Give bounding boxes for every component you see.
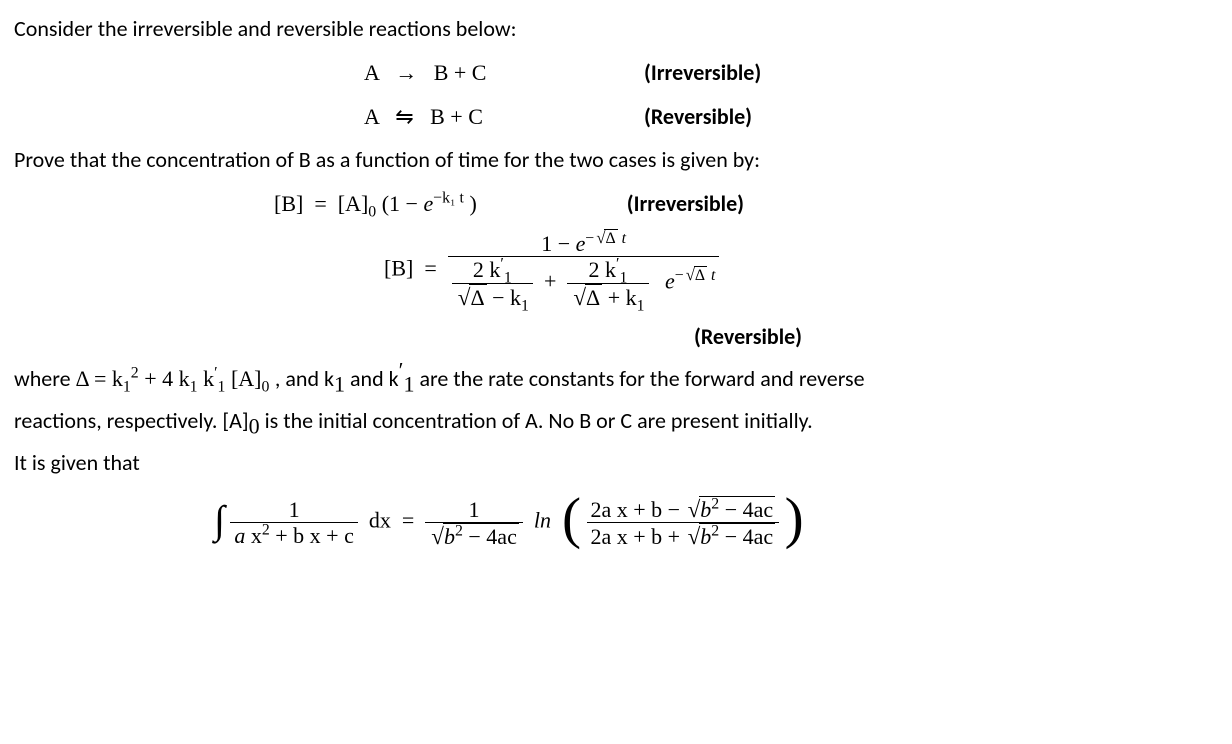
- int-dx: dx: [369, 508, 391, 533]
- r2-label: (Reversible): [644, 96, 752, 138]
- integral-identity: ∫ 1 a x2 + b x + c dx = 1 b2 − 4ac ln ( …: [14, 485, 1218, 560]
- wl-k1-sub: 1: [190, 378, 198, 395]
- rev-num-delta: Δ: [604, 229, 617, 247]
- int-ln: ln: [534, 508, 551, 533]
- wl-mid: + 4 k: [144, 366, 189, 391]
- int-ad-sup: 2: [711, 523, 719, 540]
- rev-d1-top: 2 k: [473, 257, 501, 282]
- wl2-post: is the initial concentration of A. No B …: [265, 407, 813, 434]
- int-lf-num: 1: [230, 497, 358, 523]
- int-rf-sup: 2: [455, 522, 463, 539]
- irr-label: (Irreversible): [627, 183, 744, 225]
- rev-num-expp: −: [585, 230, 594, 247]
- int-rf-post: − 4ac: [463, 524, 517, 549]
- where-line: where Δ = k12 + 4 k1 k′1 [A]0 , and k1 a…: [14, 358, 1218, 400]
- int-eq: =: [402, 508, 414, 533]
- int-lf-a: a: [234, 523, 245, 548]
- int-rf-b: b: [444, 524, 455, 549]
- rev-d1-delta: Δ: [469, 284, 486, 310]
- int-lf-x: x: [245, 523, 262, 548]
- eq-b-irreversible: [B] = [A]0 (1 − e−k₁ t ) (Irreversible): [14, 183, 1218, 225]
- rev-d1-op: − k: [487, 285, 521, 310]
- wl-post1-sub: 1: [334, 371, 345, 396]
- int-arg-frac: 2a x + b − b2 − 4ac 2a x + b + b2 − 4ac: [587, 496, 780, 550]
- int-an-post: − 4ac: [719, 497, 773, 522]
- rev-eqs: =: [424, 256, 436, 281]
- int-lf-sup: 2: [262, 522, 270, 539]
- int-an-sup: 2: [711, 496, 719, 513]
- r2-lhs: A: [364, 104, 379, 129]
- irr-close: ): [469, 191, 476, 216]
- irr-e: e: [423, 191, 433, 216]
- eq-b-reversible: [B] = 1 − e−Δ t 2 k′1 Δ − k1 + 2 k′1 Δ +…: [14, 231, 1218, 310]
- wl-k1sq-sup: 2: [131, 365, 139, 382]
- irr-a0: [A]: [338, 191, 369, 216]
- r2-arrow: ⇋: [395, 104, 413, 129]
- wl-kp: k: [203, 366, 214, 391]
- wl-post3: are the rate constants for the forward a…: [419, 365, 864, 392]
- irr-open: (1 −: [382, 191, 424, 216]
- wl-post1: , and k: [275, 365, 334, 392]
- int-an-pre: 2a x + b −: [591, 497, 686, 522]
- rev-num-t: t: [618, 230, 626, 247]
- wl-kp-sub: 1: [218, 378, 226, 395]
- intro-text: Consider the irreversible and reversible…: [14, 8, 1218, 50]
- int-left-frac: 1 a x2 + b x + c: [230, 497, 358, 549]
- wl-a0-sub: 0: [262, 378, 270, 395]
- r2-rhs: B + C: [430, 104, 483, 129]
- rev-main-frac: 1 − e−Δ t 2 k′1 Δ − k1 + 2 k′1 Δ + k1 e−…: [448, 231, 720, 310]
- where-line2: reactions, respectively. [A]0 is the ini…: [14, 400, 1218, 442]
- irr-lhs: [B]: [274, 191, 303, 216]
- rev-label: (Reversible): [694, 316, 1218, 358]
- rev-tail-expp: −: [675, 267, 684, 284]
- int-an-b: b: [700, 497, 711, 522]
- rev-num-e: e: [576, 231, 586, 256]
- reaction-irreversible: A → B + C (Irreversible): [14, 52, 1218, 94]
- r1-rhs: B + C: [434, 60, 487, 85]
- rev-plus: +: [544, 269, 556, 294]
- int-ad-post: − 4ac: [719, 524, 773, 549]
- wl-post2: and k: [350, 365, 399, 392]
- int-right-frac: 1 b2 − 4ac: [425, 497, 523, 550]
- r1-lhs: A: [364, 60, 379, 85]
- int-sign: ∫: [214, 483, 225, 558]
- prove-text: Prove that the concentration of B as a f…: [14, 139, 1218, 181]
- int-ad-pre: 2a x + b +: [591, 524, 686, 549]
- rev-d1-bsub: 1: [521, 297, 529, 314]
- int-rf-num: 1: [425, 497, 523, 523]
- wl-delta: Δ = k: [76, 366, 123, 391]
- rev-d2-top: 2 k: [589, 257, 617, 282]
- r1-label: (Irreversible): [644, 52, 761, 94]
- wl-k1sq-sub: 1: [123, 378, 131, 395]
- rev-d2-op: + k: [602, 285, 636, 310]
- rev-num-pre: 1 −: [541, 231, 575, 256]
- int-ad-b: b: [700, 524, 711, 549]
- rev-tail-delta: Δ: [694, 266, 707, 284]
- wl-a0: [A]: [231, 366, 262, 391]
- rev-d2-delta: Δ: [585, 284, 602, 310]
- wl-post2-sub: 1: [403, 371, 414, 396]
- irr-eqs: =: [314, 191, 326, 216]
- document-page: Consider the irreversible and reversible…: [0, 0, 1232, 573]
- rev-d2-bsub: 1: [637, 297, 645, 314]
- wl2-pre: reactions, respectively. [A]: [14, 407, 249, 434]
- irr-a0-sub: 0: [368, 204, 376, 221]
- reaction-reversible: A ⇋ B + C (Reversible): [14, 96, 1218, 138]
- rev-tail-t: t: [707, 267, 715, 284]
- r1-arrow: →: [395, 60, 417, 85]
- rev-lhs: [B]: [384, 256, 413, 281]
- irr-exp: −k₁ t: [433, 190, 464, 207]
- wl-pre: where: [14, 365, 76, 392]
- rev-den-frac1: 2 k′1 Δ − k1: [452, 257, 533, 310]
- given-intro: It is given that: [14, 442, 1218, 484]
- int-lf-bx: + b x + c: [270, 523, 354, 548]
- rev-den-frac2: 2 k′1 Δ + k1: [567, 257, 648, 310]
- wl2-sub: 0: [249, 413, 260, 438]
- rev-tail-e: e: [665, 269, 675, 294]
